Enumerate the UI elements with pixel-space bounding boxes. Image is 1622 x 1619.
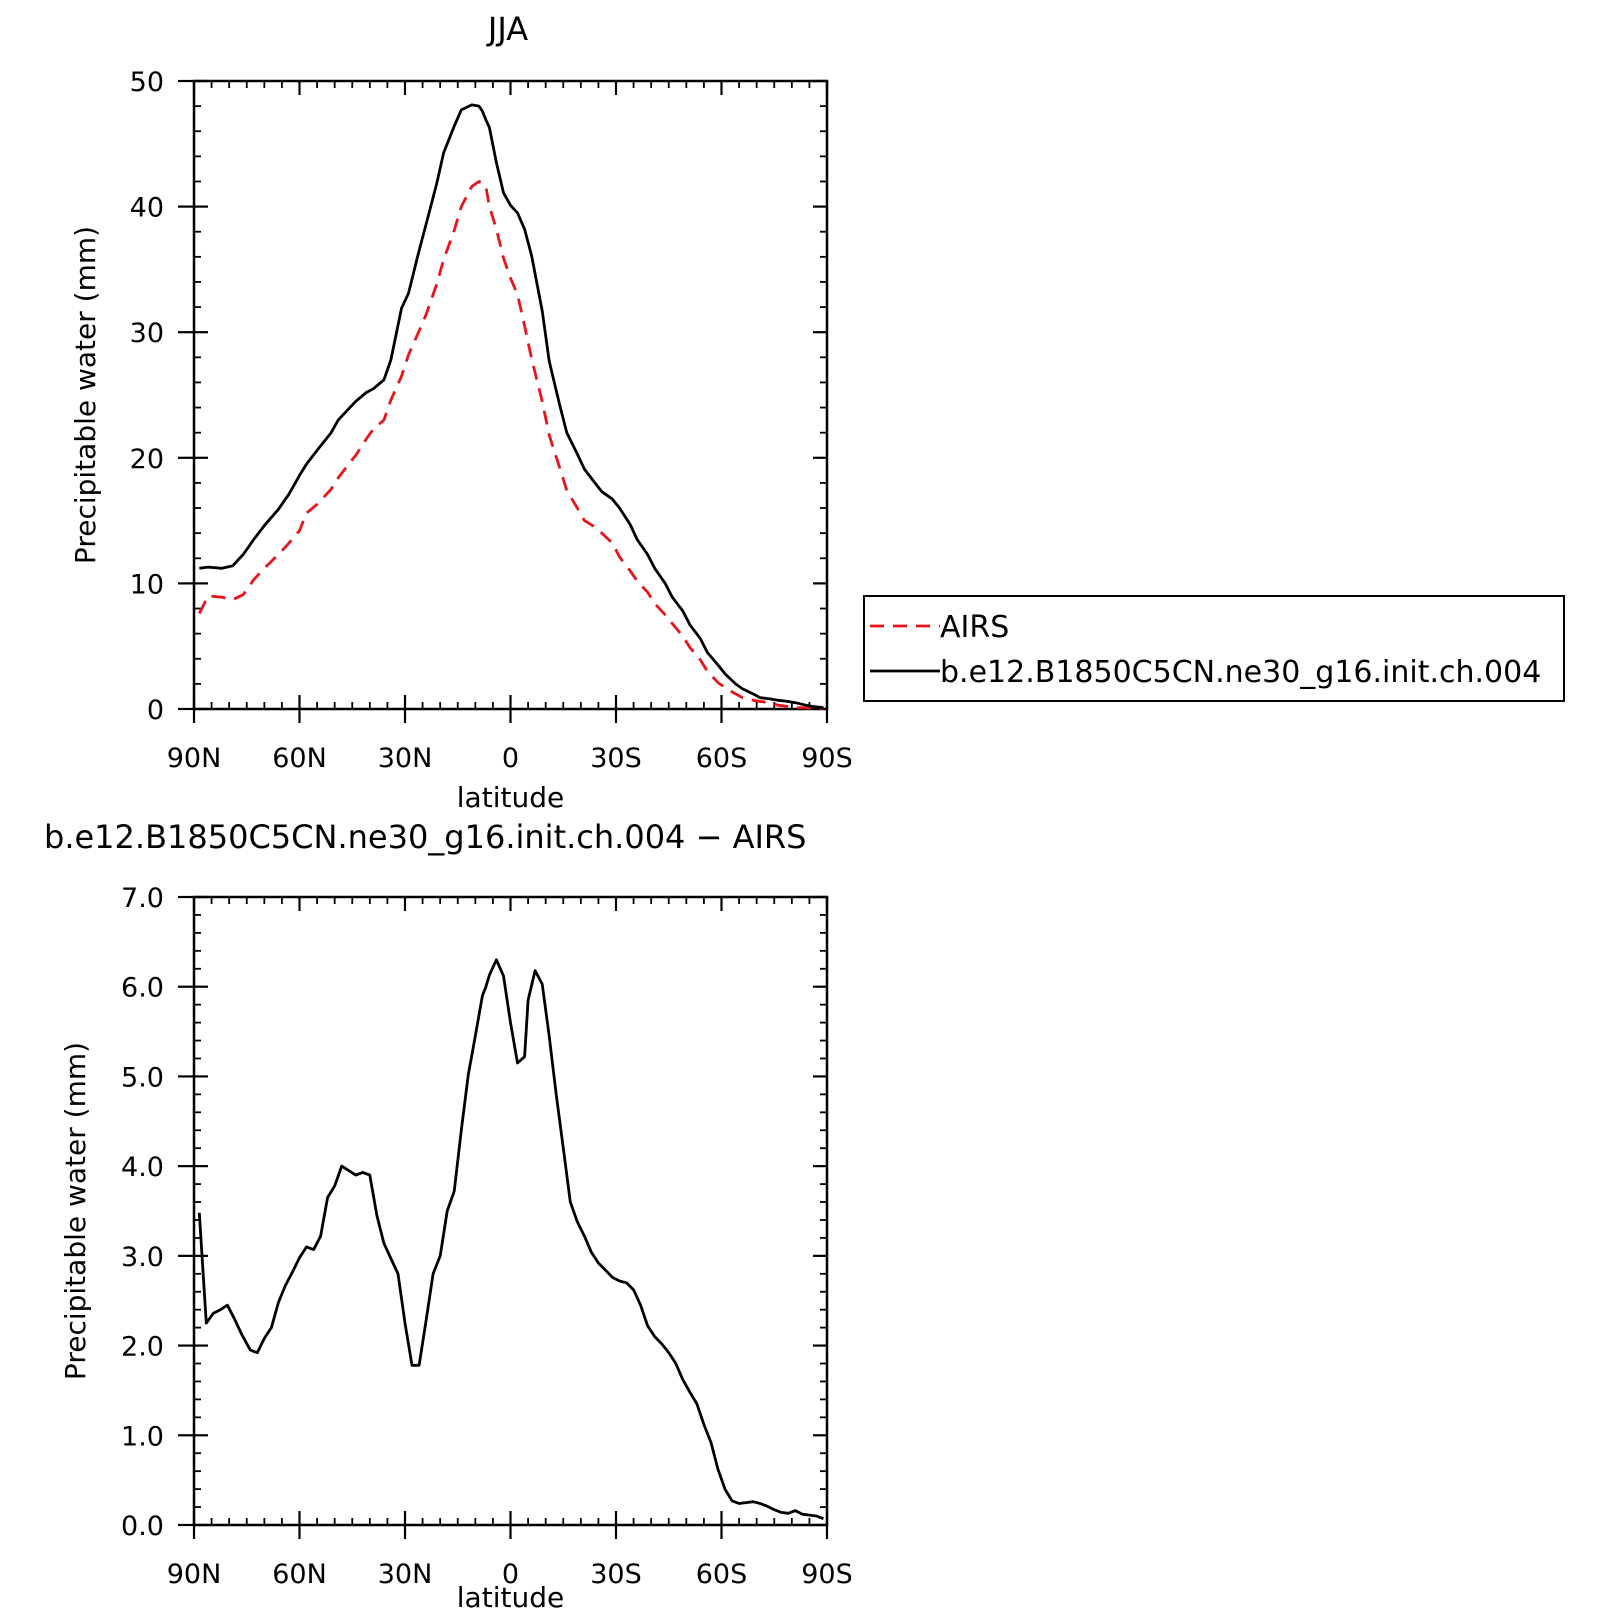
y-tick-label: 0 (147, 695, 164, 726)
x-tick-label: 30N (378, 743, 433, 774)
y-tick-label: 0.0 (121, 1511, 164, 1542)
x-tick-label: 30N (378, 1559, 433, 1590)
x-tick-label: 60S (696, 1559, 748, 1590)
x-tick-label: 0 (502, 1559, 519, 1590)
y-tick-label: 30 (130, 318, 164, 349)
x-axis-label: latitude (457, 1581, 564, 1614)
y-tick-label: 7.0 (121, 883, 164, 914)
y-tick-label: 1.0 (121, 1421, 164, 1452)
x-tick-label: 60N (272, 1559, 327, 1590)
chart-title: b.e12.B1850C5CN.ne30_g16.init.ch.004 − A… (44, 818, 806, 856)
x-tick-label: 30S (590, 743, 642, 774)
x-tick-label: 90S (801, 1559, 853, 1590)
legend-box (863, 595, 1565, 702)
x-tick-label: 90N (167, 1559, 222, 1590)
plot-frame (192, 895, 829, 1527)
y-tick-label: 4.0 (121, 1152, 164, 1183)
y-axis-label: Precipitable water (mm) (59, 1042, 92, 1380)
series-line (199, 103, 824, 710)
x-tick-label: 30S (590, 1559, 642, 1590)
series-line (197, 958, 824, 1521)
y-tick-label: 5.0 (121, 1062, 164, 1093)
x-axis-label: latitude (457, 781, 564, 814)
legend-label: AIRS (940, 610, 1009, 645)
y-tick-label: 2.0 (121, 1332, 164, 1363)
top-chart-panel: 90N 60N 30N 0 30S 60S 90S 0 10 20 30 40 50 JJA latitud… (69, 10, 853, 814)
y-tick-label: 50 (130, 67, 164, 98)
x-tick-label: 90N (167, 743, 222, 774)
x-tick-label: 0 (502, 743, 519, 774)
y-axis-label: Precipitable water (mm) (69, 226, 102, 564)
y-tick-label: 10 (130, 569, 164, 600)
x-tick-label: 60S (696, 743, 748, 774)
x-tick-label: 90S (801, 743, 853, 774)
y-tick-label: 6.0 (121, 973, 164, 1004)
chart-title: JJA (486, 10, 528, 48)
x-tick-label: 60N (272, 743, 327, 774)
y-tick-label: 3.0 (121, 1242, 164, 1273)
y-tick-label: 40 (130, 193, 164, 224)
legend-label: b.e12.B1850C5CN.ne30_g16.init.ch.004 (940, 655, 1541, 690)
y-tick-label: 20 (130, 444, 164, 475)
series-line (198, 180, 824, 710)
bottom-chart-panel: 90N 60N 30N 0 30S 60S 90S 0.0 1.0 2.0 3.0 4.0 5.0 6.0… (44, 818, 853, 1614)
plot-frame (192, 79, 829, 711)
chart-legend: AIRS b.e12.B1850C5CN.ne30_g16.init.ch.004 (863, 595, 1565, 702)
